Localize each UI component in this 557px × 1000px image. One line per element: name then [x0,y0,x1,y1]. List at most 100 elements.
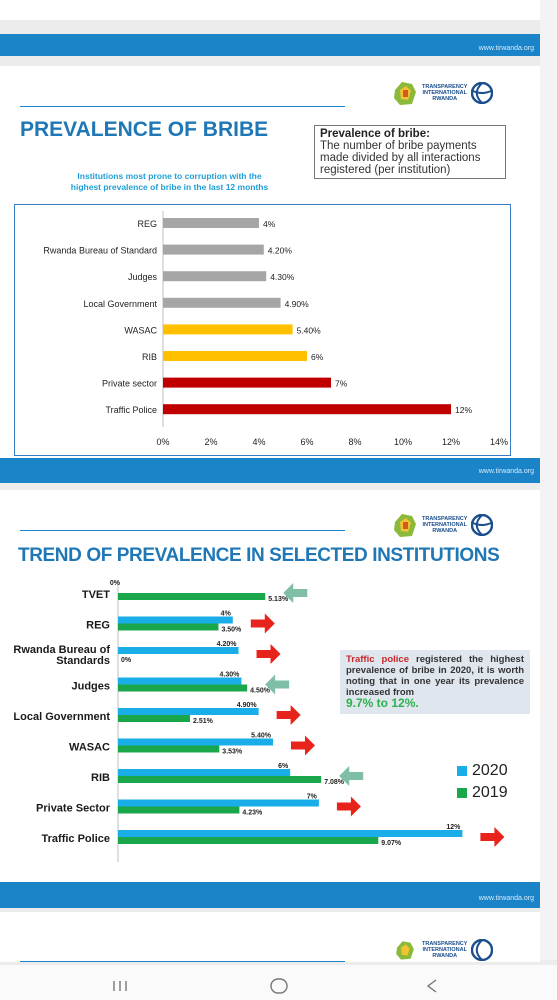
note-highlight: 9.7% to 12%. [346,696,419,710]
bar [163,244,264,255]
ti-rwanda-logo: TRANSPARENCY INTERNATIONAL RWANDA [392,938,494,962]
category-label: Local Government [83,299,157,309]
data-label-2020: 7% [307,794,318,801]
data-label-2019: 3.53% [222,749,243,756]
trend-up-arrow-icon [276,705,301,725]
bar-2020 [118,616,233,624]
x-tick-label: 6% [300,437,313,447]
legend-swatch-2019 [457,788,467,798]
category-label: WASAC [124,325,157,335]
subtitle-line-2: highest prevalence of bribe in the last … [70,182,269,192]
bar-2019 [118,623,219,631]
category-label: REG [86,620,110,632]
back-icon[interactable] [420,977,444,995]
legend-label-2020: 2020 [472,762,508,779]
recent-apps-icon[interactable] [110,977,134,995]
data-label-2020: 4.30% [220,672,241,679]
ti-rwanda-logo: TRANSPARENCY INTERNATIONAL RWANDA [392,510,494,540]
legend-label-2019: 2019 [472,784,508,801]
footer-url: www.tirwanda.org [478,468,534,475]
category-label: Rwanda Bureau of Standard [43,246,157,256]
category-label: TVET [82,589,110,601]
title-rule [20,106,345,107]
bar [163,404,451,415]
ti-rwanda-logo: TRANSPARENCY INTERNATIONAL RWANDA [392,78,494,108]
category-label: Judges [71,681,110,693]
data-label-2019: 9.07% [381,840,402,847]
trend-up-arrow-icon [480,827,505,847]
footer-url: www.tirwanda.org [478,45,534,52]
data-label-2020: 4% [221,611,232,618]
bar-2019 [118,593,266,600]
data-label: 6% [311,352,324,362]
x-tick-label: 2% [204,437,217,447]
trend-up-arrow-icon [290,735,315,756]
bar-2019 [118,684,248,692]
category-label: Local Government [13,711,110,723]
rwanda-map-icon [396,941,414,960]
home-icon[interactable] [267,977,291,995]
note-body: registered the highest prevalence of bri… [346,654,524,698]
category-label: RIB [91,772,110,784]
ti-globe-icon [471,82,494,104]
trend-up-arrow-icon [250,613,275,634]
scrollbar-track[interactable] [540,0,557,960]
bar-2019 [118,715,191,722]
data-label-2019: 7.08% [324,779,345,786]
data-label-2019: 5.13% [268,596,289,603]
slide-prevalence-of-bribe[interactable]: TRANSPARENCY INTERNATIONAL RWANDA PREVALEN… [0,66,540,458]
title-rule [20,530,345,531]
bar [163,351,307,361]
data-label-2019: 4.23% [242,810,263,817]
logo-text: TRANSPARENCY INTERNATIONAL RWANDA [422,941,468,959]
slide-footer-bar: www.tirwanda.org [0,34,540,56]
legend-swatch-2020 [457,766,467,776]
rwanda-map-icon [394,514,416,537]
data-label: 4.20% [268,246,293,256]
bar-2019 [118,837,379,844]
bribe-prevalence-chart: REG 4% Rwanda Bureau of Standard 4.20% Judge… [43,211,508,447]
category-label: Traffic Police [105,405,157,415]
bar-2020 [118,708,259,715]
rwanda-map-icon [394,82,416,105]
slide-footer-bar: www.tirwanda.org [0,458,540,483]
data-label: 12% [455,405,472,415]
category-label: Standards [56,655,110,667]
bar [163,271,267,282]
x-tick-label: 12% [442,437,460,447]
data-label-2020: 5.40% [251,733,272,740]
bar-2020 [118,769,291,776]
trend-up-arrow-icon [336,796,361,817]
slide-trend-of-prevalence[interactable]: TRANSPARENCY INTERNATIONAL RWANDA TREND OF… [0,490,540,882]
data-label-2020: 0% [110,580,121,587]
next-slide-partial[interactable]: TRANSPARENCY INTERNATIONAL RWANDA [0,912,540,962]
bar-2020 [118,799,319,807]
data-label: 4.30% [270,272,295,282]
category-label: Private Sector [36,803,111,815]
bar-2019 [118,776,322,783]
data-label-2020: 4.20% [217,641,238,648]
legend-item-2019: 2019 [457,784,508,802]
x-tick-label: 8% [348,437,361,447]
footer-url: www.tirwanda.org [478,895,534,902]
trend-down-arrow-icon [283,583,308,603]
bar-2020 [118,830,463,837]
definition-box: Prevalence of bribe: The number of bribe… [314,125,506,179]
previous-slide-edge [0,0,540,20]
bar-2020 [118,677,242,685]
title-rule [20,961,345,962]
bar-2019 [118,806,240,814]
x-tick-label: 10% [394,437,412,447]
subtitle-line-1: Institutions most prone to corruption wi… [77,171,262,181]
ti-globe-icon [471,514,494,536]
chart-subtitle: Institutions most prone to corruption wi… [32,171,307,193]
trend-up-arrow-icon [256,644,281,664]
trend-down-arrow-icon [265,674,290,695]
x-tick-label: 14% [490,437,508,447]
data-label-2019: 4.50% [250,688,271,695]
bar-2020 [118,647,239,654]
category-label: WASAC [69,742,110,754]
definition-body: The number of bribe payments made divide… [320,140,481,176]
